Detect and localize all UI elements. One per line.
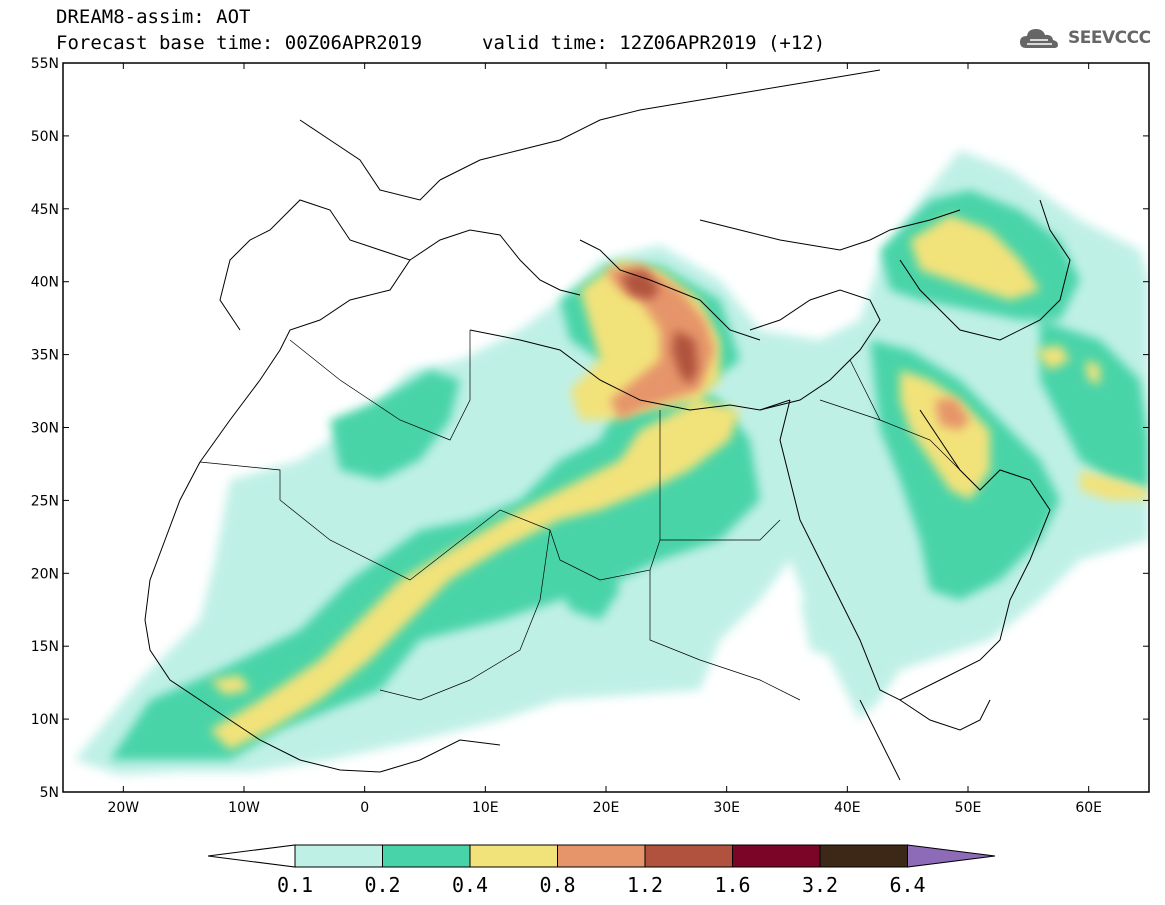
lat-tick-label: 5N bbox=[40, 785, 59, 801]
lon-tick-label: 20E bbox=[593, 800, 620, 816]
lat-tick-label: 40N bbox=[31, 275, 59, 291]
colorbar-label: 6.4 bbox=[889, 873, 926, 897]
lon-tick-label: 30E bbox=[713, 800, 740, 816]
lon-tick-label: 50E bbox=[955, 800, 982, 816]
lat-tick-label: 45N bbox=[31, 202, 59, 218]
lat-tick-label: 10N bbox=[31, 712, 59, 728]
lon-tick-label: 10E bbox=[472, 800, 499, 816]
lat-tick-label: 15N bbox=[31, 639, 59, 655]
lon-tick-label: 10W bbox=[228, 800, 260, 816]
colorbar bbox=[207, 844, 996, 868]
lat-tick-label: 35N bbox=[31, 348, 59, 364]
lon-tick-label: 20W bbox=[107, 800, 139, 816]
colorbar-swatch bbox=[732, 844, 821, 868]
colorbar-label: 0.8 bbox=[539, 873, 576, 897]
lon-tick-label: 60E bbox=[1075, 800, 1102, 816]
colorbar-swatch bbox=[382, 844, 471, 868]
longitude-ticks: 20W 10W 0 10E 20E 30E 40E 50E 60E bbox=[107, 63, 1102, 816]
lat-tick-label: 55N bbox=[31, 56, 59, 72]
lon-tick-label: 0 bbox=[360, 800, 369, 816]
lat-tick-label: 25N bbox=[31, 493, 59, 509]
colorbar-swatch bbox=[294, 844, 383, 868]
colorbar-swatch bbox=[469, 844, 558, 868]
colorbar-swatch bbox=[644, 844, 733, 868]
cloud-logo-icon bbox=[1020, 29, 1058, 48]
colorbar-swatch bbox=[557, 844, 646, 868]
colorbar-label: 3.2 bbox=[801, 873, 839, 897]
colorbar-label: 0.2 bbox=[364, 873, 401, 897]
colorbar-label: 1.6 bbox=[714, 873, 751, 897]
lat-tick-label: 20N bbox=[31, 566, 59, 582]
borders bbox=[199, 330, 961, 701]
lat-tick-label: 30N bbox=[31, 421, 59, 437]
logo-text: SEEVCCC bbox=[1068, 28, 1151, 48]
latitude-ticks: 55N 50N 45N 40N 35N 30N 25N 20N 15N 10N 5N bbox=[31, 56, 1149, 801]
colorbar-low-triangle bbox=[207, 844, 296, 868]
colorbar-label: 0.1 bbox=[276, 873, 314, 897]
colorbar-high-triangle bbox=[907, 844, 996, 868]
forecast-base-time: Forecast base time: 00Z06APR2019 bbox=[56, 32, 423, 54]
aot-fields bbox=[63, 63, 1149, 792]
valid-time: valid time: 12Z06APR2019 (+12) bbox=[482, 32, 826, 54]
map-title: DREAM8-assim: AOT bbox=[56, 6, 251, 28]
colorbar-swatch bbox=[819, 844, 908, 868]
lat-tick-label: 50N bbox=[31, 129, 59, 145]
lon-tick-label: 40E bbox=[834, 800, 861, 816]
coastlines bbox=[144, 69, 1071, 781]
colorbar-label: 1.2 bbox=[626, 873, 664, 897]
colorbar-label: 0.4 bbox=[451, 873, 489, 897]
